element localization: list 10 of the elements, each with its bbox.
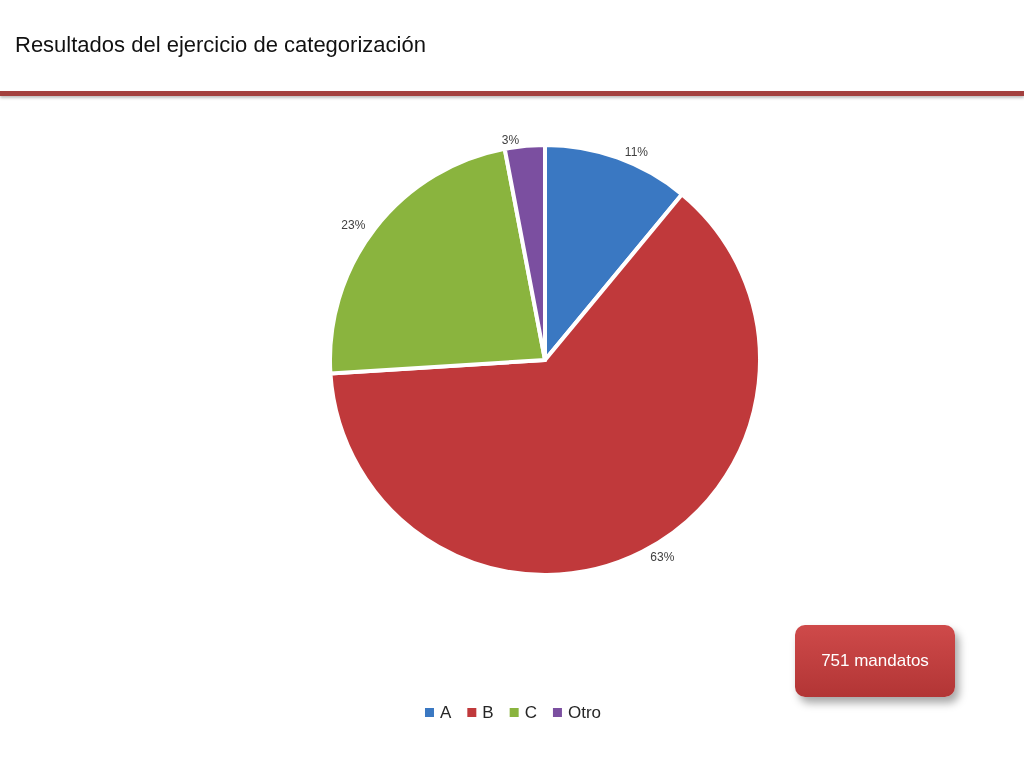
data-label: 3% bbox=[501, 132, 520, 147]
legend-label: B bbox=[482, 703, 494, 722]
legend-label: C bbox=[524, 703, 537, 722]
legend-label: A bbox=[439, 703, 452, 722]
note-box: 751 mandatos bbox=[795, 625, 955, 697]
legend-label: Otro bbox=[567, 703, 602, 722]
data-label: 23% bbox=[341, 217, 366, 232]
data-label: 63% bbox=[650, 549, 675, 564]
chart-title: Resultados del ejercicio de categorización bbox=[15, 31, 426, 57]
data-label: 11% bbox=[624, 145, 649, 160]
